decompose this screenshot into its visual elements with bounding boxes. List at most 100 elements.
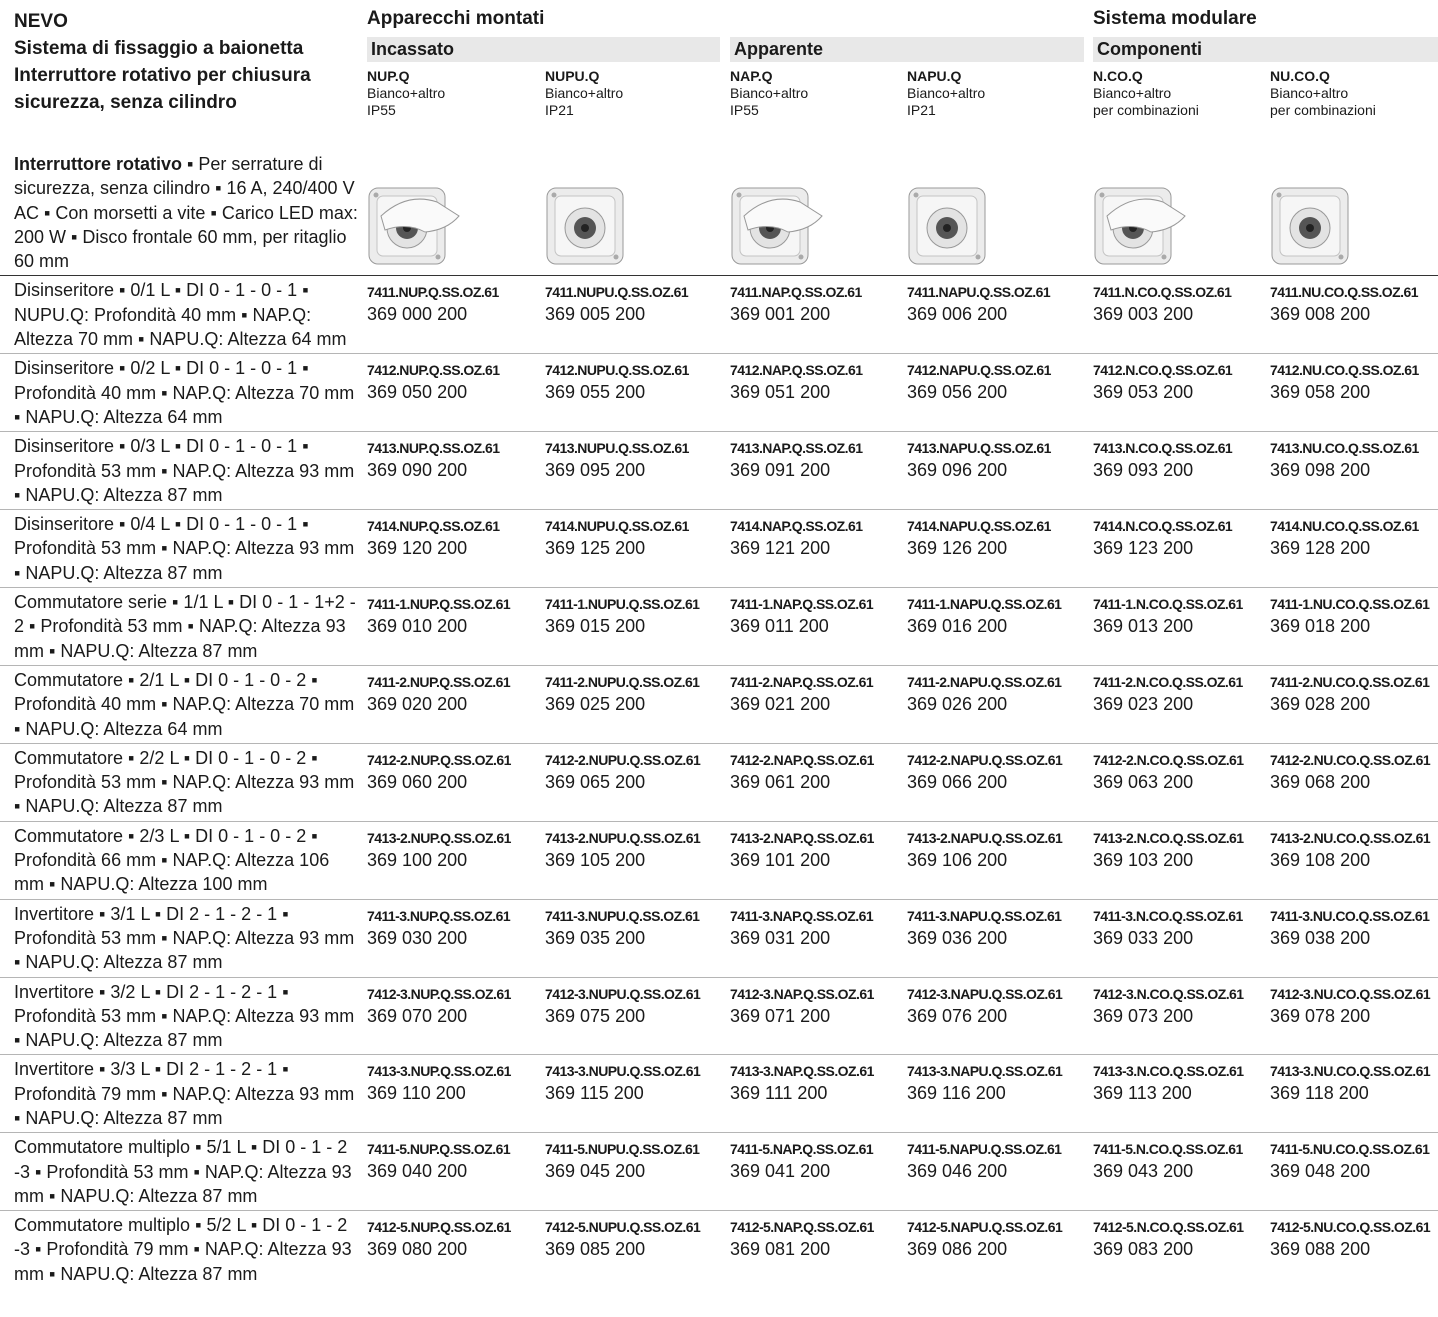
column-name: NUPU.Q	[545, 68, 600, 84]
article-code: 7414.NAP.Q.SS.OZ.61	[730, 518, 863, 535]
article-code: 7413.NU.CO.Q.SS.OZ.61	[1270, 440, 1419, 457]
article-code: 7412.NAPU.Q.SS.OZ.61	[907, 362, 1051, 379]
product-cell: 7411-1.NUP.Q.SS.OZ.61 369 010 200	[367, 587, 545, 666]
product-cell: 7413-3.NUPU.Q.SS.OZ.61 369 115 200	[545, 1054, 730, 1133]
article-code: 7411.N.CO.Q.SS.OZ.61	[1093, 284, 1232, 301]
intro-title: Interruttore rotativo	[14, 154, 183, 174]
product-cell: 7411-5.NUP.Q.SS.OZ.61 369 040 200	[367, 1132, 545, 1211]
article-code: 7412-5.NAPU.Q.SS.OZ.61	[907, 1219, 1063, 1236]
product-cell: 7412-3.NUPU.Q.SS.OZ.61 369 075 200	[545, 976, 730, 1055]
product-cell: 7412-3.NU.CO.Q.SS.OZ.61 369 078 200	[1270, 976, 1438, 1055]
article-number: 369 036 200	[907, 927, 1008, 948]
product-cell: 7412.NU.CO.Q.SS.OZ.61 369 058 200	[1270, 353, 1438, 432]
product-cell: 7411-2.N.CO.Q.SS.OZ.61 369 023 200	[1093, 664, 1270, 744]
group-title: Apparecchi montati	[367, 8, 545, 29]
table-row: Disinseritore ▪ 0/4 L ▪ DI 0 - 1 - 0 - 1…	[0, 509, 1438, 588]
column-line: Bianco+altro	[907, 85, 986, 101]
article-code: 7412-5.NUPU.Q.SS.OZ.61	[545, 1219, 701, 1236]
product-cell: 7413-2.NUPU.Q.SS.OZ.61 369 105 200	[545, 820, 730, 900]
product-cell: 7411.NAP.Q.SS.OZ.61 369 001 200	[730, 275, 907, 354]
article-code: 7412.NAP.Q.SS.OZ.61	[730, 362, 863, 379]
article-code: 7413-2.N.CO.Q.SS.OZ.61	[1093, 829, 1244, 846]
product-cell: 7411-5.N.CO.Q.SS.OZ.61 369 043 200	[1093, 1132, 1270, 1211]
article-code: 7412.NUP.Q.SS.OZ.61	[367, 362, 500, 379]
column-header: NAP.Q Bianco+altro IP55	[730, 68, 808, 119]
article-number: 369 120 200	[367, 538, 468, 559]
article-number: 369 033 200	[1093, 927, 1194, 948]
article-code: 7413-2.NUP.Q.SS.OZ.61	[367, 829, 511, 846]
intro-row: Interruttore rotativo ▪ Per serrature di…	[0, 152, 1438, 276]
row-description: Invertitore ▪ 3/3 L ▪ DI 2 - 1 - 2 - 1 ▪…	[0, 1054, 367, 1133]
product-cell: 7411-2.NAP.Q.SS.OZ.61 369 021 200	[730, 664, 907, 744]
product-cell: 7411-3.NUP.Q.SS.OZ.61 369 030 200	[367, 898, 545, 977]
product-cell: 7412-2.NAPU.Q.SS.OZ.61 369 066 200	[907, 742, 1093, 822]
article-code: 7413.N.CO.Q.SS.OZ.61	[1093, 440, 1233, 457]
product-cell: 7413-2.NAPU.Q.SS.OZ.61 369 106 200	[907, 820, 1093, 900]
article-code: 7411.NUP.Q.SS.OZ.61	[367, 284, 499, 301]
article-code: 7411-2.NAPU.Q.SS.OZ.61	[907, 673, 1062, 690]
column-line: IP21	[545, 102, 574, 118]
article-code: 7411.NU.CO.Q.SS.OZ.61	[1270, 284, 1419, 301]
article-code: 7413.NUP.Q.SS.OZ.61	[367, 440, 500, 457]
article-number: 369 116 200	[907, 1083, 1006, 1104]
article-number: 369 076 200	[907, 1005, 1008, 1026]
product-image	[1270, 152, 1438, 276]
product-cell: 7411-1.NAP.Q.SS.OZ.61 369 011 200	[730, 587, 907, 666]
article-number: 369 058 200	[1270, 382, 1371, 403]
article-number: 369 045 200	[545, 1161, 646, 1182]
image	[546, 187, 624, 265]
column-name: N.CO.Q	[1093, 68, 1143, 84]
article-number: 369 111 200	[730, 1083, 828, 1104]
article-number: 369 006 200	[907, 304, 1008, 325]
article-number: 369 003 200	[1093, 304, 1194, 325]
article-number: 369 008 200	[1270, 304, 1371, 325]
product-cell: 7411-1.NUPU.Q.SS.OZ.61 369 015 200	[545, 587, 730, 666]
product-cell: 7412-5.NUPU.Q.SS.OZ.61 369 085 200	[545, 1210, 730, 1289]
product-image	[907, 152, 1093, 276]
column-line: IP55	[367, 102, 396, 118]
subgroup-title: Apparente	[730, 37, 1084, 62]
article-code: 7411-1.NUP.Q.SS.OZ.61	[367, 596, 511, 613]
article-code: 7413-3.N.CO.Q.SS.OZ.61	[1093, 1063, 1244, 1080]
article-number: 369 013 200	[1093, 616, 1194, 637]
article-number: 369 106 200	[907, 849, 1008, 870]
article-number: 369 071 200	[730, 1005, 831, 1026]
intro-text: ▪ Per serrature di sicurezza, senza cili…	[14, 154, 358, 272]
article-code: 7411-1.NAP.Q.SS.OZ.61	[730, 596, 874, 613]
article-code: 7412-3.N.CO.Q.SS.OZ.61	[1093, 985, 1244, 1002]
product-cell: 7413.NAP.Q.SS.OZ.61 369 091 200	[730, 431, 907, 510]
article-code: 7411-1.NU.CO.Q.SS.OZ.61	[1270, 596, 1430, 613]
product-cell: 7413.NUP.Q.SS.OZ.61 369 090 200	[367, 431, 545, 510]
product-cell: 7411-3.NU.CO.Q.SS.OZ.61 369 038 200	[1270, 898, 1438, 977]
header-subtitle: sicurezza, senza cilindro	[14, 92, 237, 113]
product-cell: 7411-5.NU.CO.Q.SS.OZ.61 369 048 200	[1270, 1132, 1438, 1211]
product-cell: 7413.NAPU.Q.SS.OZ.61 369 096 200	[907, 431, 1093, 510]
article-code: 7413-2.NAP.Q.SS.OZ.61	[730, 829, 874, 846]
article-code: 7412.N.CO.Q.SS.OZ.61	[1093, 362, 1233, 379]
article-code: 7411-2.N.CO.Q.SS.OZ.61	[1093, 673, 1243, 690]
article-number: 369 026 200	[907, 693, 1008, 714]
row-description: Invertitore ▪ 3/1 L ▪ DI 2 - 1 - 2 - 1 ▪…	[0, 898, 367, 977]
article-number: 369 083 200	[1093, 1239, 1194, 1260]
table-row: Invertitore ▪ 3/3 L ▪ DI 2 - 1 - 2 - 1 ▪…	[0, 1054, 1438, 1133]
article-number: 369 038 200	[1270, 927, 1371, 948]
article-code: 7412-3.NUPU.Q.SS.OZ.61	[545, 985, 701, 1002]
article-number: 369 081 200	[730, 1239, 831, 1260]
article-code: 7412-2.N.CO.Q.SS.OZ.61	[1093, 751, 1244, 768]
product-cell: 7411-1.N.CO.Q.SS.OZ.61 369 013 200	[1093, 587, 1270, 666]
product-cell: 7412-3.N.CO.Q.SS.OZ.61 369 073 200	[1093, 976, 1270, 1055]
article-code: 7411-1.NUPU.Q.SS.OZ.61	[545, 596, 700, 613]
table-row: Disinseritore ▪ 0/2 L ▪ DI 0 - 1 - 0 - 1…	[0, 353, 1438, 432]
article-code: 7413-3.NAPU.Q.SS.OZ.61	[907, 1063, 1063, 1080]
article-code: 7412-2.NAPU.Q.SS.OZ.61	[907, 751, 1063, 768]
article-number: 369 063 200	[1093, 771, 1194, 792]
article-code: 7411-3.NU.CO.Q.SS.OZ.61	[1270, 907, 1430, 924]
article-code: 7413-3.NAP.Q.SS.OZ.61	[730, 1063, 874, 1080]
article-number: 369 020 200	[367, 693, 468, 714]
article-code: 7413-3.NU.CO.Q.SS.OZ.61	[1270, 1063, 1431, 1080]
product-cell: 7411.NAPU.Q.SS.OZ.61 369 006 200	[907, 275, 1093, 354]
image	[731, 187, 823, 265]
article-number: 369 091 200	[730, 460, 831, 481]
article-code: 7411-5.NUP.Q.SS.OZ.61	[367, 1141, 511, 1158]
